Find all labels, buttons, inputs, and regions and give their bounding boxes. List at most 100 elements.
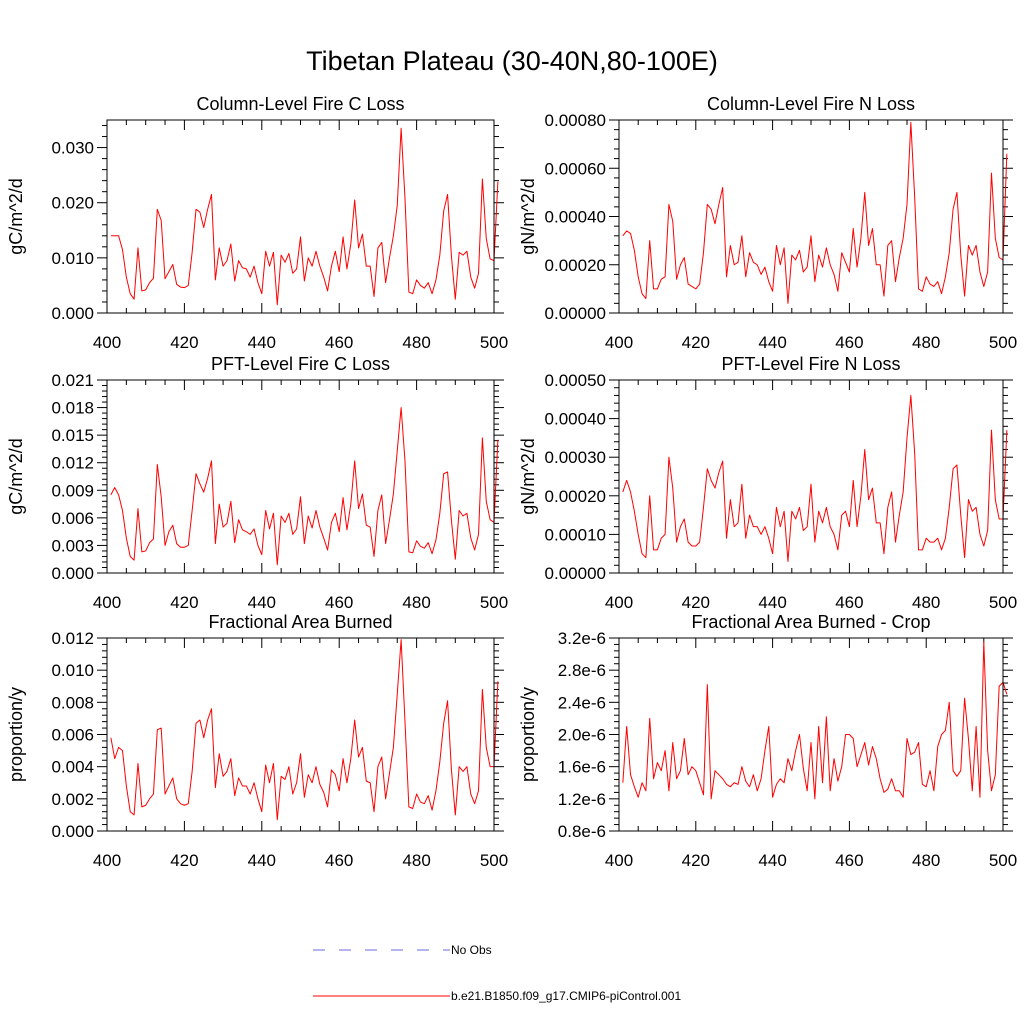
pft-fire-c-loss-xtick-label: 460	[325, 593, 353, 612]
pft-fire-c-loss-frame	[106, 379, 495, 574]
column-fire-n-loss-ytick-label: 0.00040	[545, 208, 606, 227]
fraction-area-burned-ytick-label: 0.012	[51, 629, 94, 648]
column-fire-c-loss-ytick-label: 0.030	[51, 139, 94, 158]
fraction-area-burned-crop-ytick-label: 1.2e-6	[558, 790, 606, 809]
figure-title: Tibetan Plateau (30-40N,80-100E)	[306, 46, 718, 76]
column-fire-n-loss-xtick-label: 420	[682, 333, 710, 352]
column-fire-n-loss-series-line	[622, 121, 1008, 304]
pft-fire-c-loss-ytick-label: 0.018	[51, 399, 94, 418]
column-fire-c-loss-xtick-label: 480	[402, 333, 430, 352]
pft-fire-n-loss-ytick-label: 0.00020	[545, 487, 606, 506]
pft-fire-n-loss-xtick-label: 440	[758, 593, 786, 612]
column-fire-c-loss-ytick-label: 0.010	[51, 249, 94, 268]
column-fire-c-loss-xtick-label: 500	[480, 333, 508, 352]
column-fire-n-loss-title: Column-Level Fire N Loss	[707, 94, 915, 114]
panels: Column-Level Fire C Loss gC/m^2/d 400 420 44…	[6, 94, 1017, 870]
fraction-area-burned-crop-ylabel: proportion/y	[518, 687, 538, 782]
fraction-area-burned-xtick-label: 440	[248, 851, 276, 870]
chart-fraction-area-burned: Fractional Area Burned proportion/y 400 420…	[6, 612, 508, 870]
pft-fire-n-loss-xtick-label: 500	[989, 593, 1017, 612]
column-fire-n-loss-frame	[618, 119, 1004, 314]
fraction-area-burned-crop-frame	[618, 637, 1004, 832]
pft-fire-c-loss-title: PFT-Level Fire C Loss	[211, 354, 390, 374]
fraction-area-burned-ytick-label: 0.010	[51, 661, 94, 680]
fraction-area-burned-crop-xtick-label: 460	[835, 851, 863, 870]
fraction-area-burned-crop-ytick-label: 2.0e-6	[558, 726, 606, 745]
fraction-area-burned-crop-xtick-label: 420	[682, 851, 710, 870]
pft-fire-c-loss-ytick-label: 0.006	[51, 509, 94, 528]
pft-fire-c-loss-ytick-label: 0.015	[51, 426, 94, 445]
pft-fire-n-loss-xtick-label: 460	[835, 593, 863, 612]
pft-fire-c-loss-ytick-label: 0.000	[51, 564, 94, 583]
pft-fire-c-loss-xtick-label: 420	[170, 593, 198, 612]
legend-model-label: b.e21.B1850.f09_g17.CMIP6-piControl.001	[451, 989, 681, 1003]
fraction-area-burned-crop-title: Fractional Area Burned - Crop	[691, 612, 930, 632]
pft-fire-c-loss-ytick-label: 0.012	[51, 454, 94, 473]
pft-fire-c-loss-ylabel: gC/m^2/d	[6, 438, 26, 514]
fraction-area-burned-crop-ytick-label: 3.2e-6	[558, 629, 606, 648]
pft-fire-c-loss-xtick-label: 440	[248, 593, 276, 612]
column-fire-n-loss-ytick-label: 0.00000	[545, 304, 606, 323]
fraction-area-burned-crop-ytick-label: 2.8e-6	[558, 661, 606, 680]
fraction-area-burned-series-line	[110, 639, 499, 821]
pft-fire-n-loss-ytick-label: 0.00000	[545, 564, 606, 583]
fraction-area-burned-crop-ytick-label: 2.4e-6	[558, 693, 606, 712]
column-fire-c-loss-ylabel: gC/m^2/d	[6, 178, 26, 254]
column-fire-c-loss-xtick-label: 400	[93, 333, 121, 352]
column-fire-n-loss-xtick-label: 480	[912, 333, 940, 352]
pft-fire-n-loss-ytick-label: 0.00030	[545, 448, 606, 467]
pft-fire-n-loss-xtick-label: 480	[912, 593, 940, 612]
fraction-area-burned-crop-series-line	[622, 641, 1008, 800]
fraction-area-burned-xtick-label: 400	[93, 851, 121, 870]
column-fire-n-loss-xtick-label: 440	[758, 333, 786, 352]
pft-fire-n-loss-ytick-label: 0.00040	[545, 410, 606, 429]
fraction-area-burned-title: Fractional Area Burned	[208, 612, 392, 632]
column-fire-c-loss-xtick-label: 440	[248, 333, 276, 352]
pft-fire-c-loss-xtick-label: 480	[402, 593, 430, 612]
column-fire-c-loss-xtick-label: 460	[325, 333, 353, 352]
fraction-area-burned-crop-xtick-label: 440	[758, 851, 786, 870]
pft-fire-c-loss-ytick-label: 0.003	[51, 536, 94, 555]
fraction-area-burned-ytick-label: 0.000	[51, 822, 94, 841]
fraction-area-burned-xtick-label: 460	[325, 851, 353, 870]
fraction-area-burned-ytick-label: 0.006	[51, 726, 94, 745]
column-fire-n-loss-ytick-label: 0.00060	[545, 159, 606, 178]
column-fire-c-loss-title: Column-Level Fire C Loss	[196, 94, 404, 114]
column-fire-c-loss-frame	[106, 119, 495, 314]
pft-fire-c-loss-ytick-label: 0.021	[51, 371, 94, 390]
fraction-area-burned-crop-ytick-label: 0.8e-6	[558, 822, 606, 841]
pft-fire-c-loss-xtick-label: 500	[480, 593, 508, 612]
pft-fire-c-loss-ytick-label: 0.009	[51, 481, 94, 500]
chart-pft-fire-c-loss: PFT-Level Fire C Loss gC/m^2/d 400 420 440 46…	[6, 354, 508, 612]
column-fire-n-loss-ytick-label: 0.00020	[545, 256, 606, 275]
legend: No Obs b.e21.B1850.f09_g17.CMIP6-piContr…	[313, 943, 681, 1003]
pft-fire-n-loss-title: PFT-Level Fire N Loss	[721, 354, 900, 374]
pft-fire-n-loss-ytick-label: 0.00050	[545, 371, 606, 390]
chart-column-fire-c-loss: Column-Level Fire C Loss gC/m^2/d 400 420 44…	[6, 94, 508, 352]
pft-fire-n-loss-frame	[618, 379, 1004, 574]
column-fire-n-loss-xtick-label: 460	[835, 333, 863, 352]
fraction-area-burned-xtick-label: 480	[402, 851, 430, 870]
column-fire-n-loss-xtick-label: 500	[989, 333, 1017, 352]
column-fire-c-loss-ytick-label: 0.020	[51, 194, 94, 213]
column-fire-n-loss-xtick-label: 400	[605, 333, 633, 352]
column-fire-c-loss-ytick-label: 0.000	[51, 304, 94, 323]
fraction-area-burned-ylabel: proportion/y	[6, 687, 26, 782]
chart-column-fire-n-loss: Column-Level Fire N Loss gN/m^2/d 400 420 44…	[518, 94, 1017, 352]
column-fire-n-loss-ytick-label: 0.00080	[545, 111, 606, 130]
pft-fire-n-loss-ytick-label: 0.00010	[545, 525, 606, 544]
pft-fire-n-loss-series-line	[622, 394, 1008, 562]
fraction-area-burned-ytick-label: 0.008	[51, 693, 94, 712]
pft-fire-n-loss-xtick-label: 420	[682, 593, 710, 612]
fraction-area-burned-xtick-label: 500	[480, 851, 508, 870]
fraction-area-burned-crop-ytick-label: 1.6e-6	[558, 758, 606, 777]
pft-fire-c-loss-series-line	[110, 407, 499, 566]
fraction-area-burned-ytick-label: 0.002	[51, 790, 94, 809]
fraction-area-burned-crop-xtick-label: 500	[989, 851, 1017, 870]
pft-fire-n-loss-xtick-label: 400	[605, 593, 633, 612]
fraction-area-burned-crop-xtick-label: 400	[605, 851, 633, 870]
legend-obs-label: No Obs	[451, 943, 492, 957]
fraction-area-burned-frame	[106, 637, 495, 832]
fraction-area-burned-crop-xtick-label: 480	[912, 851, 940, 870]
